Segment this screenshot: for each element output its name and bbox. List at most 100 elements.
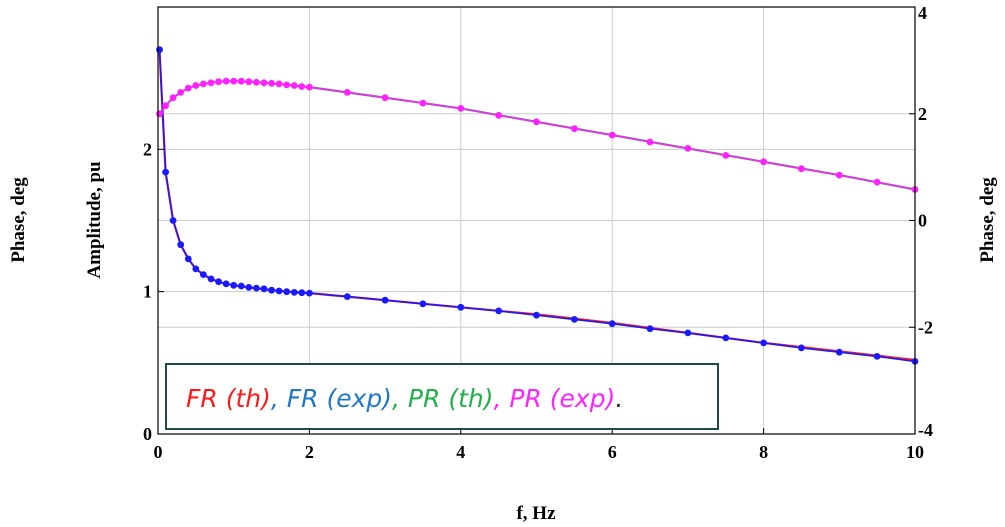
- point-fr-exp: [275, 287, 283, 295]
- point-fr-exp: [268, 286, 275, 294]
- point-fr-exp: [343, 293, 351, 300]
- point-pr-exp: [184, 84, 192, 92]
- point-fr-exp: [684, 329, 692, 337]
- point-pr-exp: [215, 78, 223, 86]
- y-right-tick-label: 4: [918, 3, 927, 23]
- point-fr-exp: [283, 288, 291, 296]
- point-pr-exp: [237, 77, 245, 85]
- y-axis-title-outer: Phase, deg: [8, 177, 29, 263]
- legend-entry: ,: [493, 384, 509, 413]
- point-pr-exp: [192, 82, 200, 89]
- series-layer: [156, 46, 919, 365]
- point-pr-exp: [381, 94, 389, 102]
- y-right-tick-label: 2: [918, 104, 927, 124]
- point-pr-exp: [245, 78, 253, 86]
- point-fr-exp: [381, 296, 389, 304]
- point-fr-exp: [419, 300, 427, 308]
- point-pr-exp: [457, 105, 465, 112]
- x-tick-label: 0: [154, 442, 163, 462]
- x-tick-label: 10: [906, 442, 924, 462]
- point-pr-exp: [495, 112, 503, 119]
- point-pr-exp: [207, 79, 215, 87]
- point-fr-exp: [207, 275, 215, 283]
- point-fr-exp: [156, 46, 163, 54]
- point-fr-exp: [253, 284, 260, 292]
- point-fr-exp: [215, 278, 223, 286]
- point-fr-exp: [298, 289, 306, 297]
- point-fr-exp: [177, 241, 185, 249]
- y-left-tick-label: 1: [143, 282, 152, 302]
- legend-entry: FR (exp): [287, 384, 392, 413]
- legend-box: [165, 363, 719, 430]
- point-fr-exp: [222, 280, 230, 288]
- point-fr-exp: [873, 353, 881, 360]
- point-fr-exp: [192, 265, 200, 273]
- point-pr-exp: [162, 102, 170, 110]
- point-pr-exp: [298, 83, 306, 90]
- y-axis-title-left: Amplitude, pu: [84, 161, 105, 279]
- point-pr-exp: [835, 171, 843, 179]
- legend-entry: FR (th): [186, 384, 271, 413]
- x-tick-label: 2: [305, 442, 314, 462]
- x-axis-title: f, Hz: [516, 503, 556, 524]
- point-fr-exp: [260, 285, 268, 293]
- point-pr-exp: [873, 178, 881, 186]
- x-tick-label: 8: [759, 442, 768, 462]
- point-pr-exp: [646, 138, 654, 146]
- point-pr-exp: [169, 94, 177, 102]
- point-fr-exp: [533, 311, 540, 319]
- y-right-tick-label: 0: [918, 211, 927, 231]
- point-fr-exp: [184, 255, 192, 263]
- point-fr-exp: [457, 303, 465, 311]
- point-pr-exp: [156, 110, 163, 118]
- y-right-tick-label: -4: [918, 420, 933, 440]
- point-pr-exp: [275, 80, 283, 88]
- legend-entry: ,: [392, 384, 408, 413]
- point-pr-exp: [343, 89, 351, 96]
- point-fr-exp: [646, 325, 654, 333]
- legend-entry: PR (th): [408, 384, 494, 413]
- point-pr-exp: [177, 89, 185, 96]
- point-fr-exp: [835, 348, 843, 356]
- point-pr-exp: [268, 79, 275, 87]
- point-fr-exp: [608, 320, 616, 328]
- point-pr-exp: [222, 77, 230, 85]
- legend-entry: .: [615, 384, 623, 413]
- x-tick-label: 6: [608, 442, 617, 462]
- series-line-pr-exp: [158, 80, 916, 191]
- point-pr-exp: [230, 77, 238, 85]
- legend-entry: PR (exp): [509, 384, 615, 413]
- y-left-tick-label: 0: [143, 424, 152, 444]
- point-fr-exp: [162, 168, 170, 176]
- y-axis-title-right: Phase, deg: [977, 177, 998, 263]
- point-fr-exp: [571, 316, 578, 323]
- point-fr-exp: [245, 284, 253, 291]
- point-fr-exp: [237, 282, 245, 290]
- point-fr-exp: [306, 289, 313, 297]
- point-fr-exp: [230, 281, 238, 289]
- point-pr-exp: [760, 158, 767, 166]
- point-pr-exp: [608, 131, 616, 139]
- point-fr-exp: [169, 217, 177, 224]
- legend: FR (th), FR (exp), PR (th), PR (exp).: [165, 363, 719, 430]
- y-right-tick-label: -2: [918, 317, 933, 337]
- point-pr-exp: [571, 125, 578, 133]
- point-fr-exp: [798, 344, 805, 352]
- point-fr-exp: [290, 289, 298, 296]
- point-pr-exp: [283, 81, 291, 89]
- point-pr-exp: [684, 145, 692, 152]
- point-pr-exp: [253, 78, 260, 86]
- point-fr-exp: [495, 307, 503, 315]
- point-fr-exp: [722, 334, 730, 342]
- point-fr-exp: [760, 339, 767, 347]
- legend-entry: ,: [271, 384, 287, 413]
- point-pr-exp: [533, 118, 540, 126]
- point-pr-exp: [798, 165, 805, 173]
- point-pr-exp: [200, 80, 207, 88]
- point-pr-exp: [722, 152, 730, 159]
- point-pr-exp: [260, 79, 268, 87]
- point-pr-exp: [306, 83, 313, 91]
- point-pr-exp: [419, 99, 427, 107]
- y-left-tick-label: 2: [143, 139, 152, 159]
